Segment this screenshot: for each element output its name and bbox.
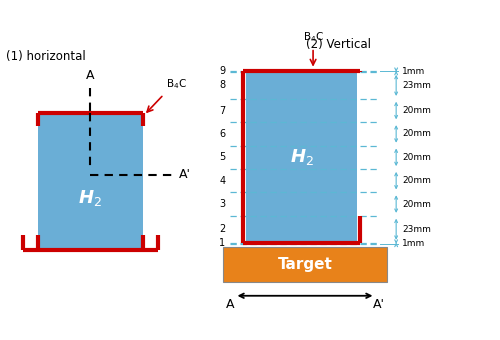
Text: H$_2$: H$_2$ — [78, 188, 102, 208]
Text: 23mm: 23mm — [402, 81, 431, 90]
Text: B$_4$C: B$_4$C — [302, 31, 324, 44]
Text: 20mm: 20mm — [402, 106, 431, 115]
Text: 1mm: 1mm — [402, 67, 425, 76]
Text: 8: 8 — [220, 80, 226, 90]
Text: 3: 3 — [220, 199, 226, 209]
Text: 4: 4 — [220, 176, 226, 186]
Text: 1: 1 — [220, 238, 226, 248]
Text: A: A — [226, 298, 234, 311]
FancyBboxPatch shape — [246, 72, 357, 243]
Text: B$_4$C: B$_4$C — [166, 78, 187, 91]
Text: 6: 6 — [220, 129, 226, 139]
Text: 1mm: 1mm — [402, 239, 425, 248]
Text: 20mm: 20mm — [402, 153, 431, 162]
Text: 20mm: 20mm — [402, 176, 431, 185]
Text: A: A — [86, 69, 94, 82]
Text: (2) Vertical: (2) Vertical — [306, 38, 371, 51]
FancyBboxPatch shape — [38, 113, 143, 250]
Text: Target: Target — [278, 257, 332, 272]
Text: 5: 5 — [219, 152, 226, 162]
Text: (1) horizontal: (1) horizontal — [6, 50, 86, 63]
Text: A': A' — [373, 298, 385, 311]
Text: 9: 9 — [220, 66, 226, 76]
Text: 23mm: 23mm — [402, 225, 431, 234]
Text: 20mm: 20mm — [402, 200, 431, 208]
Text: 7: 7 — [219, 105, 226, 116]
Text: H$_2$: H$_2$ — [290, 147, 314, 167]
Text: A': A' — [178, 168, 190, 181]
FancyBboxPatch shape — [223, 247, 387, 282]
Text: 2: 2 — [219, 224, 226, 234]
Text: 20mm: 20mm — [402, 130, 431, 138]
